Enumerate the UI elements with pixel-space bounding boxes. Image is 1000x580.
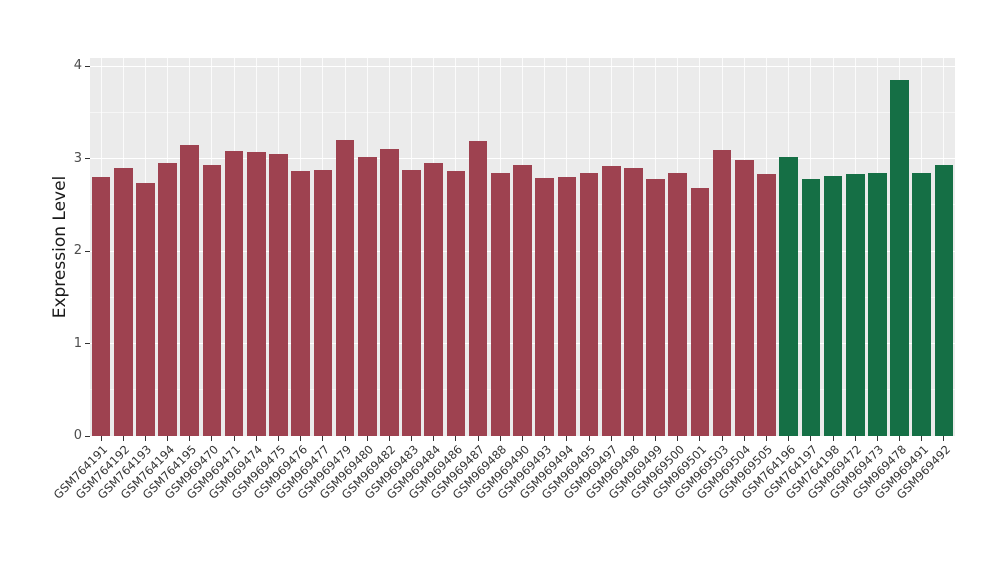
x-axis-tick [899,436,901,441]
bar [779,156,798,436]
x-axis-tick [632,436,634,441]
bar [646,178,665,436]
bar [247,152,266,436]
bar [291,171,310,436]
bar [845,174,865,436]
plot-panel [90,58,955,437]
x-axis-tick [278,436,280,441]
x-axis-tick [122,436,124,441]
bar [624,167,643,436]
bar [158,163,177,436]
x-axis-tick [433,436,435,441]
x-axis-tick [699,436,701,441]
x-axis-tick [455,436,457,441]
bar [579,173,599,436]
bar [202,164,222,436]
bar [424,163,444,436]
bar [734,160,754,436]
bar [801,178,821,436]
x-axis-tick [788,436,790,441]
x-axis-tick [743,436,745,441]
bar [690,188,710,436]
bar [712,150,732,436]
x-axis-tick [300,436,302,441]
x-axis-tick [189,436,191,441]
x-axis-tick [233,436,235,441]
x-axis-tick [499,436,501,441]
bar [180,144,200,436]
x-axis-tick [411,436,413,441]
x-axis-tick [366,436,368,441]
x-axis-tick [522,436,523,441]
bar [446,171,466,436]
y-axis-tick [85,250,90,252]
x-axis-tick [388,436,390,441]
bar [468,140,488,436]
x-axis-tick [255,436,257,441]
bar [513,164,532,436]
bar [535,177,554,436]
bar [912,173,932,436]
bar [491,173,510,436]
y-axis-tick [85,65,90,67]
bar [313,169,333,436]
bar [601,165,621,436]
bar [868,173,887,436]
y-axis-tick-label: 0 [73,428,82,443]
bar [91,177,111,436]
bar [890,79,909,436]
y-axis-tick [85,435,90,437]
x-axis-tick [832,436,834,441]
bar [757,174,776,436]
bar [113,167,133,436]
x-axis-tick [566,436,568,441]
bar [934,164,954,436]
bar [668,173,688,436]
x-axis-tick [943,436,945,441]
x-axis-tick [144,436,146,441]
x-axis-tick [765,436,767,441]
y-axis-tick-label: 3 [73,150,82,166]
x-axis-tick [677,436,679,441]
x-axis-tick [544,436,546,441]
y-axis-tick-label: 1 [73,335,82,351]
x-axis-tick [477,436,479,441]
y-axis-tick-label: 4 [73,58,82,73]
x-axis-tick [610,436,612,441]
y-axis-tick [85,158,90,159]
x-axis-tick [211,436,213,441]
x-axis-tick [921,436,923,441]
x-axis-tick [167,436,169,441]
y-axis-tick [85,343,90,344]
bar [823,176,843,436]
bar [224,151,244,436]
x-axis-tick [721,436,723,441]
y-axis-tick-label: 2 [73,243,82,258]
gridline-major [90,158,955,159]
x-axis-tick [344,436,346,441]
gridline-major [90,65,955,67]
bar [402,169,421,436]
x-axis-tick [655,436,657,441]
x-axis-tick [100,436,102,441]
bar [380,149,399,436]
bar [269,153,288,436]
x-axis-tick [322,436,324,441]
bar [557,177,577,436]
bar [136,183,155,436]
bar [335,140,355,436]
x-axis-tick [810,436,812,441]
x-axis-tick [876,436,878,441]
x-axis-tick [854,436,856,441]
bar [357,156,377,436]
x-axis-tick [588,436,590,441]
